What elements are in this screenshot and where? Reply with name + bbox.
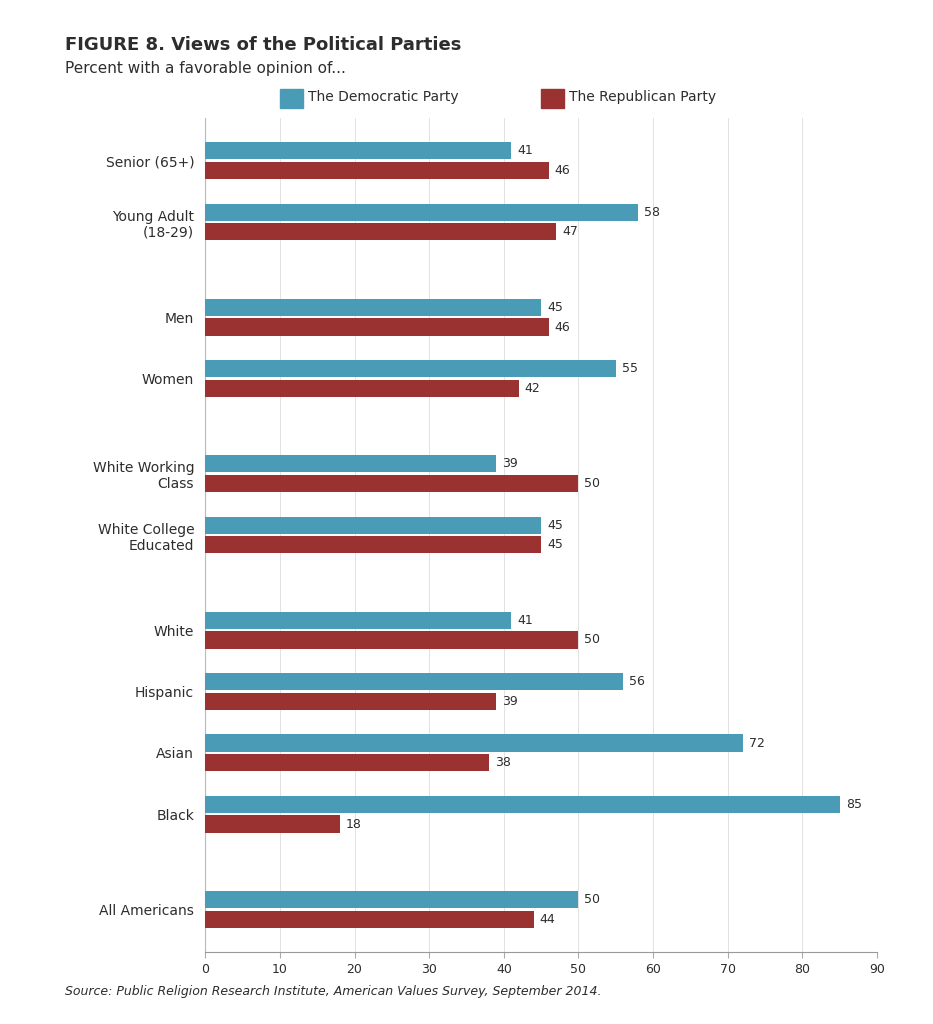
Bar xyxy=(205,815,340,833)
Text: 42: 42 xyxy=(524,382,540,395)
Text: 50: 50 xyxy=(584,893,601,906)
Text: 46: 46 xyxy=(554,321,570,334)
Bar xyxy=(205,204,638,221)
Text: 41: 41 xyxy=(517,144,533,158)
Bar xyxy=(205,611,511,629)
Text: 50: 50 xyxy=(584,477,601,490)
Text: 50: 50 xyxy=(584,634,601,646)
Text: 56: 56 xyxy=(629,675,645,688)
Text: 45: 45 xyxy=(547,301,563,314)
Text: Percent with a favorable opinion of...: Percent with a favorable opinion of... xyxy=(65,61,346,77)
Text: 41: 41 xyxy=(517,613,533,627)
Text: The Democratic Party: The Democratic Party xyxy=(308,90,458,104)
Bar xyxy=(205,142,511,160)
Text: 44: 44 xyxy=(539,912,555,926)
Bar xyxy=(205,796,840,813)
Text: 45: 45 xyxy=(547,519,563,531)
Bar xyxy=(205,360,616,377)
Text: Source: Public Religion Research Institute, American Values Survey, September 20: Source: Public Religion Research Institu… xyxy=(65,985,602,998)
Text: 85: 85 xyxy=(845,798,862,811)
Text: FIGURE 8. Views of the Political Parties: FIGURE 8. Views of the Political Parties xyxy=(65,36,462,54)
Bar xyxy=(205,910,534,928)
Text: 39: 39 xyxy=(502,458,518,470)
Bar xyxy=(205,318,549,336)
Bar xyxy=(205,299,541,316)
Text: 72: 72 xyxy=(748,736,764,750)
Text: 46: 46 xyxy=(554,164,570,177)
Bar xyxy=(205,537,541,553)
Bar xyxy=(205,456,496,472)
Bar xyxy=(205,673,623,690)
Bar xyxy=(205,734,743,752)
Text: 58: 58 xyxy=(644,206,661,219)
Text: 47: 47 xyxy=(562,225,578,239)
Bar xyxy=(205,223,556,241)
Text: 38: 38 xyxy=(494,756,510,769)
Bar xyxy=(205,517,541,534)
Text: The Republican Party: The Republican Party xyxy=(569,90,717,104)
Text: 18: 18 xyxy=(345,817,361,830)
Bar xyxy=(205,693,496,710)
Bar xyxy=(205,891,578,908)
Text: 45: 45 xyxy=(547,539,563,551)
Bar xyxy=(205,754,489,771)
Bar xyxy=(205,632,578,648)
Text: 55: 55 xyxy=(621,362,638,375)
Bar xyxy=(205,475,578,493)
Bar xyxy=(205,162,549,179)
Text: 39: 39 xyxy=(502,695,518,708)
Bar xyxy=(205,380,519,397)
